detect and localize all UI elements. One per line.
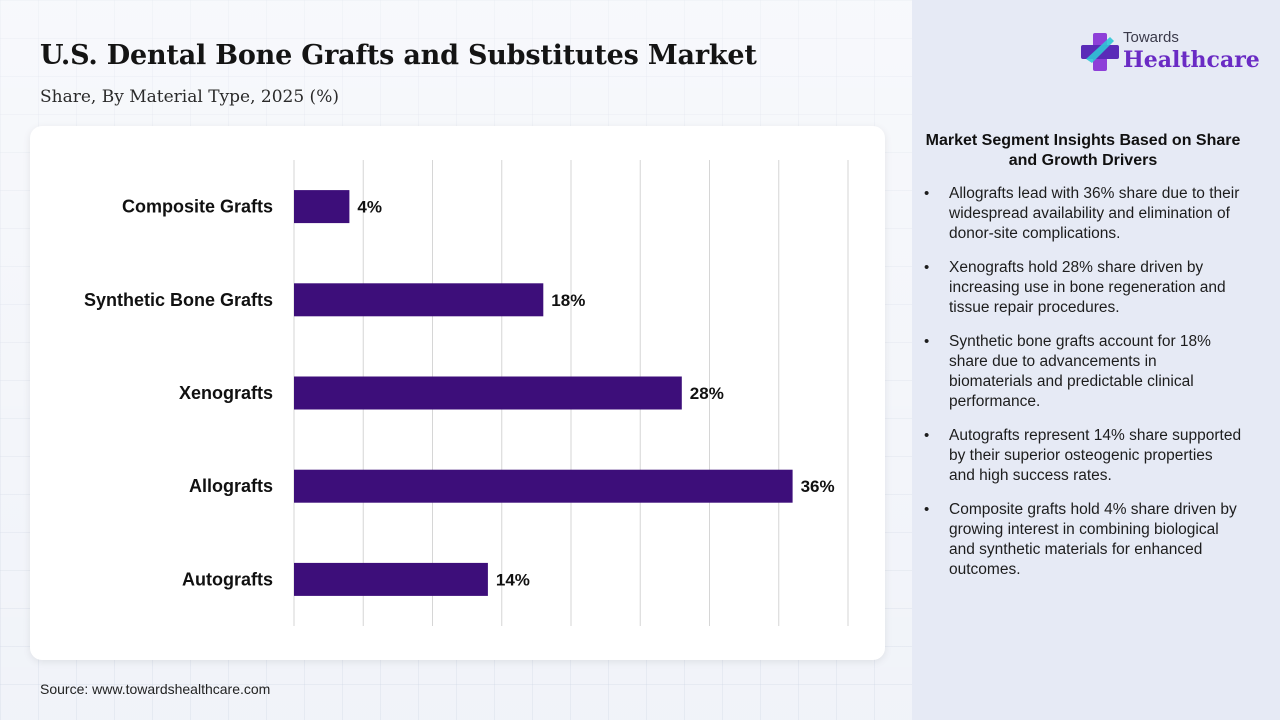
logo-text-healthcare: Healthcare [1123, 47, 1260, 73]
category-label: Allografts [189, 476, 273, 496]
insight-text: Xenografts hold 28% share driven by incr… [949, 259, 1226, 316]
category-label: Xenografts [179, 383, 273, 403]
chart-card: Composite Grafts 4% Synthetic Bone Grafts 1… [30, 126, 885, 660]
bar [294, 283, 544, 317]
insight-text: Synthetic bone grafts account for 18% sh… [949, 333, 1211, 410]
bullet-icon: • [924, 185, 930, 202]
logo-text-towards: Towards [1123, 29, 1179, 46]
category-label: Composite Grafts [122, 197, 273, 217]
data-label: 28% [690, 384, 724, 403]
towards-healthcare-logo: Towards Healthcare [1080, 27, 1260, 79]
source-note: Source: www.towardshealthcare.com [40, 681, 271, 697]
insight-item: • Autografts represent 14% share supporte… [922, 426, 1242, 486]
bullet-icon: • [924, 333, 930, 350]
bar [294, 376, 682, 410]
data-label: 36% [801, 477, 835, 496]
bar-chart: Composite Grafts 4% Synthetic Bone Grafts 1… [84, 160, 849, 626]
insight-text: Composite grafts hold 4% share driven by… [949, 501, 1237, 578]
page-title: U.S. Dental Bone Grafts and Substitutes … [40, 40, 757, 71]
bar [294, 190, 350, 224]
bullet-icon: • [924, 427, 930, 444]
insights-title: Market Segment Insights Based on Share a… [925, 132, 1241, 169]
insight-item: • Allografts lead with 36% share due to t… [922, 184, 1242, 244]
insights-panel [912, 0, 1280, 720]
insights-list: • Allografts lead with 36% share due to t… [922, 184, 1242, 594]
insight-item: • Synthetic bone grafts account for 18% s… [922, 332, 1242, 412]
insight-text: Autografts represent 14% share supported… [949, 427, 1242, 484]
bar [294, 469, 793, 503]
bullet-icon: • [924, 501, 930, 518]
insight-text: Allografts lead with 36% share due to th… [949, 185, 1240, 242]
category-label: Autografts [182, 569, 273, 589]
chart-subtitle: Share, By Material Type, 2025 (%) [40, 87, 339, 107]
bullet-icon: • [924, 259, 930, 276]
data-label: 14% [496, 570, 530, 589]
medical-cross-icon [1081, 33, 1119, 71]
bar [294, 562, 488, 596]
data-label: 18% [551, 291, 585, 310]
category-label: Synthetic Bone Grafts [84, 290, 273, 310]
insight-item: • Xenografts hold 28% share driven by inc… [922, 258, 1242, 318]
insight-item: • Composite grafts hold 4% share driven b… [922, 500, 1242, 580]
data-label: 4% [357, 198, 382, 217]
